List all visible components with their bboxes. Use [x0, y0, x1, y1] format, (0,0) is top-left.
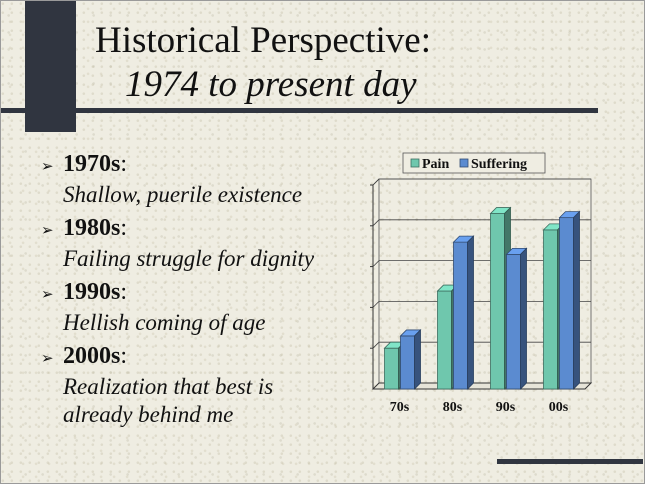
bullet-year: 1990s — [63, 279, 121, 305]
gridline — [372, 178, 591, 186]
bullet-colon: : — [120, 343, 128, 369]
x-tick-label: 90s — [496, 400, 516, 415]
x-tick-label: 70s — [390, 400, 410, 415]
bullet-description: Failing struggle for dignity — [63, 246, 315, 271]
x-tick-label: 00s — [549, 400, 569, 415]
bullet-colon: : — [120, 151, 128, 177]
bullet-description: Hellish coming of age — [63, 310, 266, 335]
chart-legend — [402, 152, 546, 174]
x-tick-label: 80s — [443, 400, 463, 415]
bullet-colon: : — [120, 279, 128, 305]
bullet-description: Shallow, puerile existence — [63, 182, 303, 207]
bar-suffering — [400, 335, 415, 390]
arrow-bullet-icon: ➢ — [41, 287, 54, 303]
arrow-bullet-icon: ➢ — [41, 351, 54, 367]
bar-side-suffering — [573, 210, 580, 390]
footer-divider — [497, 459, 643, 464]
bar-pain — [490, 213, 505, 390]
legend-swatch-suffering — [459, 158, 469, 168]
bullet-year: 1970s — [63, 151, 121, 177]
bar-side-suffering — [467, 235, 474, 390]
gridline — [372, 219, 591, 227]
legend-swatch-pain — [410, 158, 420, 168]
arrow-bullet-icon: ➢ — [41, 223, 54, 239]
bullet-item: ➢ 1990s: Hellish coming of age — [41, 279, 361, 337]
legend-label-suffering: Suffering — [471, 157, 527, 172]
bar-chart: 70s 80s 90s 00s Pain Suffering — [370, 152, 593, 415]
bar-suffering — [559, 217, 574, 390]
bar-pain — [543, 229, 558, 390]
bullet-list: ➢ 1970s: Shallow, puerile existence ➢ 19… — [41, 151, 361, 435]
bullet-description: Realization that best is already behind … — [63, 374, 274, 427]
bar-side-suffering — [520, 247, 527, 390]
bullet-item: ➢ 1970s: Shallow, puerile existence — [41, 151, 361, 209]
bar-pain — [384, 347, 399, 390]
bullet-year: 1980s — [63, 215, 121, 241]
bullet-year: 2000s — [63, 343, 121, 369]
legend-label-pain: Pain — [422, 157, 449, 172]
slide-title-line1: Historical Perspective: — [95, 20, 431, 61]
bullet-colon: : — [120, 215, 128, 241]
bar-pain — [437, 290, 452, 390]
bullet-item: ➢ 1980s: Failing struggle for dignity — [41, 215, 361, 273]
bar-suffering — [506, 253, 521, 390]
bar-suffering — [453, 241, 468, 390]
slide-title-line2: 1974 to present day — [125, 64, 417, 105]
bullet-item: ➢ 2000s: Realization that best is alread… — [41, 343, 361, 429]
bar-side-suffering — [414, 328, 421, 390]
title-divider — [1, 108, 598, 113]
arrow-bullet-icon: ➢ — [41, 159, 54, 175]
